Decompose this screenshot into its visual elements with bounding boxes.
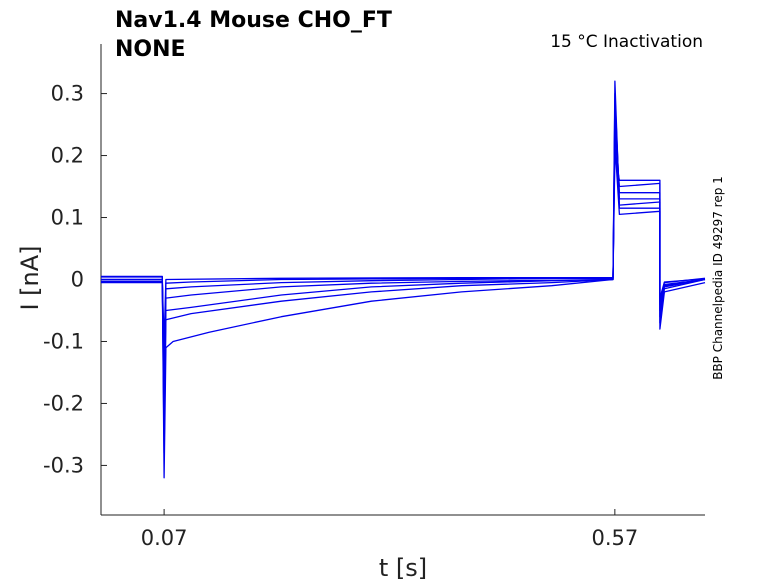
current-trace-7 (101, 154, 706, 343)
chart-annotation: 15 °C Inactivation (550, 32, 703, 52)
chart-title-line-1: Nav1.4 Mouse CHO_FT (115, 8, 392, 33)
x-tick-label: 0.07 (141, 526, 188, 550)
plot-area: -0.3 -0.2 -0.1 0 0.1 0.2 0.3 0.07 0.57 (43, 44, 706, 550)
y-tick-label: -0.1 (43, 329, 84, 353)
x-tick-label: 0.57 (591, 526, 638, 550)
y-tick-label: 0.2 (51, 144, 84, 168)
y-axis-label: I [nA] (16, 245, 44, 310)
y-tick-label: 0 (71, 268, 84, 292)
y-tick-label: -0.3 (43, 453, 84, 477)
y-tick-label: -0.2 (43, 391, 84, 415)
x-axis-label: t [s] (379, 554, 427, 582)
y-tick-label: 0.3 (51, 82, 84, 106)
y-tick-label: 0.1 (51, 206, 84, 230)
chart-title-line-2: NONE (115, 37, 186, 62)
channelpedia-id-note: BBP Channelpedia ID 49297 rep 1 (711, 176, 725, 380)
